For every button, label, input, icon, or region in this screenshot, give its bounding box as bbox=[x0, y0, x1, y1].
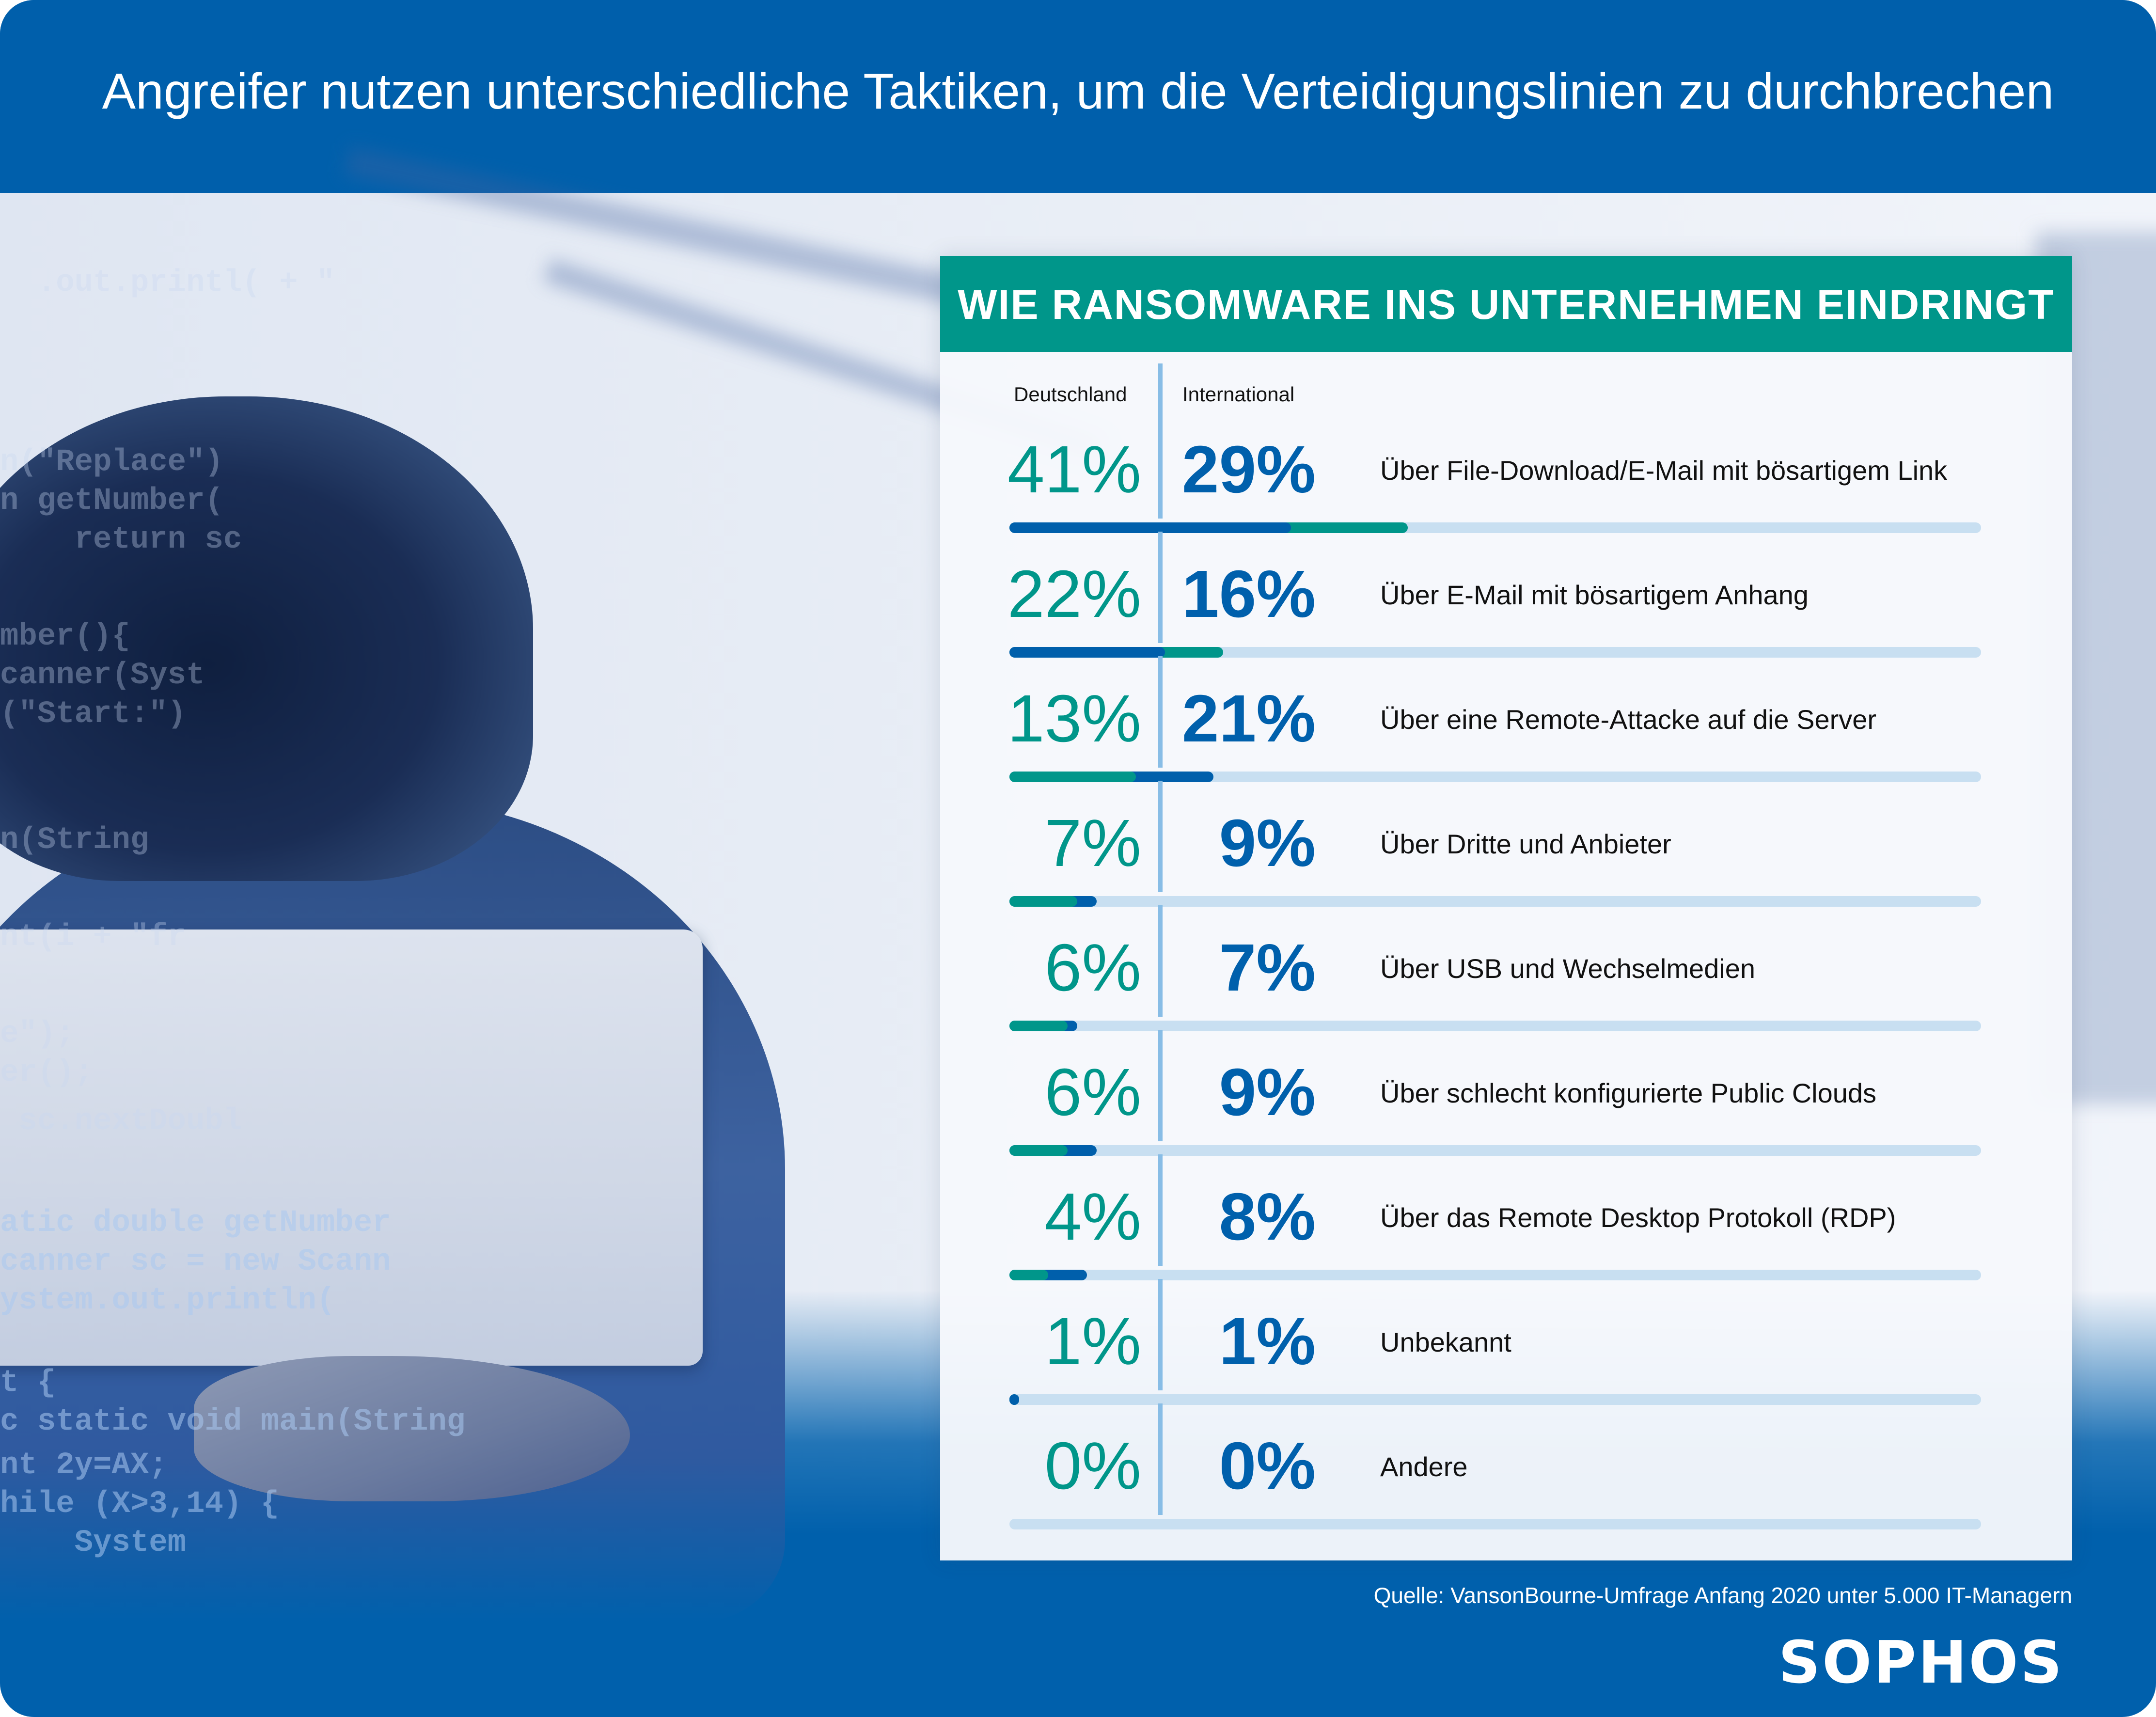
code-line: nt 2y=AX; bbox=[0, 1448, 168, 1483]
code-line: c static void main(String bbox=[0, 1404, 466, 1439]
stats-card: WIE RANSOMWARE INS UNTERNEHMEN EINDRINGT… bbox=[940, 256, 2072, 1560]
code-line: t { bbox=[0, 1366, 56, 1401]
bar-deutschland bbox=[1009, 772, 1136, 782]
bar-deutschland bbox=[1009, 896, 1078, 907]
code-line: ("Start:") bbox=[0, 697, 187, 732]
value-deutschland: 22% bbox=[1007, 557, 1141, 631]
code-line: sc.nextDoubl bbox=[0, 1104, 242, 1139]
code-line: canner sc = new Scann bbox=[0, 1244, 391, 1279]
bar-international bbox=[1009, 1394, 1020, 1405]
value-deutschland: 41% bbox=[1007, 432, 1141, 507]
code-line: n getNumber( bbox=[0, 484, 223, 519]
hand bbox=[194, 1356, 630, 1501]
stat-row: 6% 9% Über schlecht konfigurierte Public C… bbox=[940, 1030, 2072, 1183]
sophos-logo: SOPHOS bbox=[1778, 1629, 2064, 1697]
stat-row: 4% 8% Über das Remote Desktop Protokoll (R… bbox=[940, 1154, 2072, 1308]
value-international: 7% bbox=[1219, 930, 1316, 1005]
category-label: Über USB und Wechselmedien bbox=[1380, 953, 1756, 984]
source-note: Quelle: VansonBourne-Umfrage Anfang 2020… bbox=[1373, 1583, 2072, 1608]
bar-deutschland bbox=[1009, 1145, 1068, 1156]
code-line: ystem.out.println( bbox=[0, 1283, 335, 1318]
value-international: 8% bbox=[1219, 1180, 1316, 1254]
value-deutschland: 6% bbox=[1044, 930, 1141, 1005]
code-line: System bbox=[0, 1526, 187, 1560]
code-line: e"); bbox=[0, 1017, 75, 1052]
code-line: hile (X>3,14) { bbox=[0, 1487, 280, 1522]
column-divider bbox=[1158, 905, 1163, 1017]
stat-row: 6% 7% Über USB und Wechselmedien bbox=[940, 905, 2072, 1059]
bar-track bbox=[1009, 896, 1981, 907]
bar-track bbox=[1009, 647, 1981, 658]
bar-track bbox=[1009, 1021, 1981, 1031]
stat-row: 13% 21% Über eine Remote-Attacke auf die S… bbox=[940, 656, 2072, 810]
value-deutschland: 7% bbox=[1044, 806, 1141, 881]
value-deutschland: 13% bbox=[1007, 681, 1141, 756]
code-line: n("Replace") bbox=[0, 445, 223, 480]
code-line: mber(){ bbox=[0, 619, 130, 654]
bar-deutschland bbox=[1009, 1021, 1068, 1031]
page-title: Angreifer nutzen unterschiedliche Taktik… bbox=[102, 63, 2054, 120]
stat-row: 7% 9% Über Dritte und Anbieter bbox=[940, 781, 2072, 934]
code-line: .out.printl( + " bbox=[0, 266, 335, 300]
category-label: Andere bbox=[1380, 1451, 1468, 1482]
column-divider bbox=[1158, 1403, 1163, 1515]
column-header-deutschland: Deutschland bbox=[1014, 383, 1127, 406]
column-divider bbox=[1158, 1154, 1163, 1266]
category-label: Über eine Remote-Attacke auf die Server bbox=[1380, 704, 1877, 735]
value-international: 9% bbox=[1219, 806, 1316, 881]
category-label: Unbekannt bbox=[1380, 1327, 1511, 1357]
column-divider bbox=[1158, 656, 1163, 768]
code-line: canner(Syst bbox=[0, 658, 205, 693]
bar-track bbox=[1009, 1394, 1981, 1405]
bar-deutschland bbox=[1009, 1270, 1049, 1280]
value-international: 1% bbox=[1219, 1304, 1316, 1379]
code-line: n(String bbox=[0, 823, 149, 858]
column-divider bbox=[1158, 1030, 1163, 1141]
category-label: Über schlecht konfigurierte Public Cloud… bbox=[1380, 1078, 1877, 1108]
code-line: nt(i + "fr bbox=[0, 920, 187, 955]
hood bbox=[0, 396, 533, 881]
column-header-international: International bbox=[1182, 383, 1295, 406]
header-band: Angreifer nutzen unterschiedliche Taktik… bbox=[0, 0, 2156, 193]
value-deutschland: 0% bbox=[1044, 1429, 1141, 1503]
card-title: WIE RANSOMWARE INS UNTERNEHMEN EINDRINGT bbox=[958, 282, 2055, 328]
value-international: 9% bbox=[1219, 1055, 1316, 1130]
stat-row: 41% 29% Über File-Download/E-Mail mit bösa… bbox=[940, 363, 2072, 561]
category-label: Über E-Mail mit bösartigem Anhang bbox=[1380, 580, 1809, 610]
column-divider bbox=[1158, 363, 1163, 519]
column-divider bbox=[1158, 1279, 1163, 1390]
bar-track bbox=[1009, 522, 1981, 533]
value-international: 0% bbox=[1219, 1429, 1316, 1503]
stat-row: 1% 1% Unbekannt bbox=[940, 1279, 2072, 1433]
code-line: er(); bbox=[0, 1055, 94, 1090]
code-line: atic double getNumber bbox=[0, 1206, 391, 1241]
category-label: Über das Remote Desktop Protokoll (RDP) bbox=[1380, 1202, 1896, 1233]
laptop bbox=[0, 929, 703, 1366]
column-divider bbox=[1158, 781, 1163, 892]
stat-row: 0% 0% Andere bbox=[940, 1403, 2072, 1557]
card-title-bar: WIE RANSOMWARE INS UNTERNEHMEN EINDRINGT bbox=[940, 256, 2072, 352]
value-international: 21% bbox=[1181, 681, 1316, 756]
column-divider bbox=[1158, 532, 1163, 643]
bar-international bbox=[1009, 647, 1165, 658]
value-international: 29% bbox=[1181, 432, 1316, 507]
bar-track bbox=[1009, 1270, 1981, 1280]
value-deutschland: 6% bbox=[1044, 1055, 1141, 1130]
value-international: 16% bbox=[1181, 557, 1316, 631]
category-label: Über Dritte und Anbieter bbox=[1380, 829, 1671, 859]
category-label: Über File-Download/E-Mail mit bösartigem… bbox=[1380, 455, 1948, 486]
bar-track bbox=[1009, 1145, 1981, 1156]
bar-track bbox=[1009, 772, 1981, 782]
bar-track bbox=[1009, 1519, 1981, 1529]
stat-row: 22% 16% Über E-Mail mit bösartigem Anhang bbox=[940, 532, 2072, 685]
bar-international bbox=[1009, 522, 1291, 533]
value-deutschland: 1% bbox=[1044, 1304, 1141, 1379]
value-deutschland: 4% bbox=[1044, 1180, 1141, 1254]
code-line: return sc bbox=[0, 522, 242, 557]
